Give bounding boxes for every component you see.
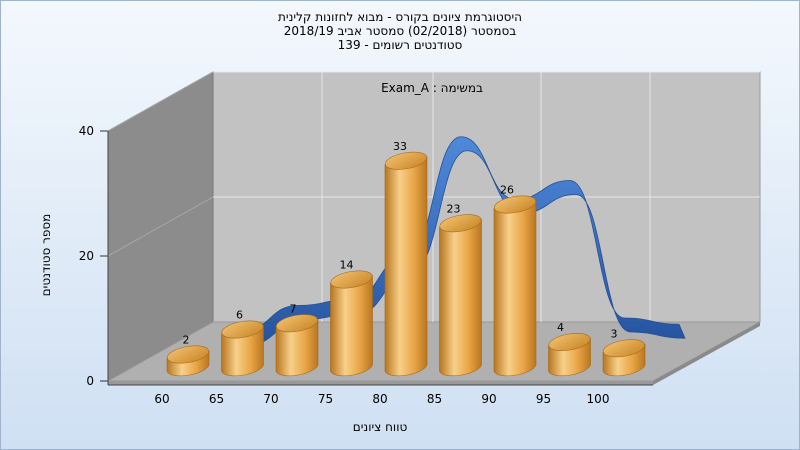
chart-annotation: במשימה : Exam_A	[381, 81, 483, 95]
grid-line-side	[107, 196, 214, 257]
x-tick-label: 80	[372, 392, 387, 406]
x-tick-label: 90	[481, 392, 496, 406]
bar-top	[493, 195, 537, 214]
grid-lines	[107, 71, 760, 322]
bar-top	[602, 339, 646, 358]
floor-front-edge	[108, 381, 653, 385]
x-tick-label: 95	[536, 392, 551, 406]
bar-top	[275, 314, 319, 333]
x-tick-label: 60	[154, 392, 169, 406]
data-label: 33	[393, 140, 407, 153]
bar: 33	[384, 140, 428, 377]
data-label: 6	[236, 309, 243, 322]
y-axis-label: מספר סטודנטים	[39, 214, 53, 297]
x-tick-label: 100	[587, 392, 610, 406]
data-label: 7	[290, 302, 297, 315]
bar-top	[439, 214, 482, 233]
bar: 26	[493, 184, 537, 377]
x-axis-label: טווח ציונים	[353, 420, 408, 434]
bar: 23	[439, 202, 482, 377]
bar: 4	[548, 321, 591, 377]
grid-line-side	[107, 71, 214, 132]
bar-body	[439, 218, 482, 377]
bar-top	[330, 270, 373, 289]
data-label: 23	[447, 202, 461, 215]
y-tick-label: 20	[79, 249, 94, 263]
bar: 2	[166, 334, 210, 377]
bar-body	[275, 318, 319, 377]
bar-body	[330, 275, 373, 377]
bar-body	[493, 200, 537, 377]
y-tick-label: 40	[79, 124, 94, 138]
x-tick-label: 85	[427, 392, 442, 406]
bar-top	[548, 333, 591, 351]
data-label: 26	[500, 184, 514, 197]
bar: 3	[602, 327, 646, 377]
bar-top	[384, 151, 428, 170]
bar-top	[221, 320, 264, 339]
bar: 7	[275, 302, 319, 377]
bar-top	[166, 345, 210, 364]
data-label: 3	[611, 327, 618, 340]
bar: 14	[330, 259, 373, 377]
bar: 6	[221, 309, 264, 377]
x-tick-label: 65	[209, 392, 224, 406]
y-axis-ticks: 0 20 40	[79, 124, 108, 388]
x-axis-ticks: 60 65 70 75 80 85 90 95 100	[107, 131, 653, 406]
chart-title-line-3: סטודנטים רשומים - 139	[337, 38, 463, 52]
data-label: 14	[340, 259, 354, 272]
floor-right-edge	[653, 322, 760, 385]
x-tick-label: 75	[318, 392, 333, 406]
chart-title-line-2: בסמסטר (02/2018) סמסטר אביב 2018/19	[283, 24, 517, 38]
chart-title-line-1: היסטוגרמת ציונים בקורס - מבוא לחזונות קל…	[278, 10, 522, 24]
data-label: 2	[183, 334, 190, 347]
y-tick-label: 0	[86, 374, 94, 388]
bar-body	[384, 156, 428, 377]
x-tick-label: 70	[263, 392, 278, 406]
data-label: 4	[557, 321, 564, 334]
